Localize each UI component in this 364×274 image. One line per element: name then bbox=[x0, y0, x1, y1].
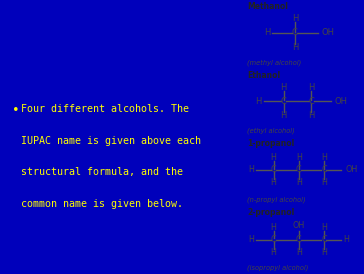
Text: H: H bbox=[321, 248, 327, 257]
Text: (ethyl alcohol): (ethyl alcohol) bbox=[247, 128, 295, 134]
Text: C: C bbox=[321, 235, 327, 244]
Text: C: C bbox=[296, 165, 301, 174]
Text: OH: OH bbox=[335, 97, 348, 106]
Text: H: H bbox=[248, 165, 254, 174]
Text: H: H bbox=[292, 43, 298, 52]
Text: Four different alcohols. The: Four different alcohols. The bbox=[21, 104, 189, 114]
Text: (methyl alcohol): (methyl alcohol) bbox=[247, 59, 301, 66]
Text: C: C bbox=[308, 97, 314, 106]
Text: C: C bbox=[321, 165, 327, 174]
Text: H: H bbox=[308, 83, 314, 92]
Text: OH: OH bbox=[321, 28, 334, 37]
Text: C: C bbox=[271, 165, 276, 174]
Text: H: H bbox=[296, 153, 302, 162]
Text: structural formula, and the: structural formula, and the bbox=[21, 167, 183, 177]
Text: Methanol: Methanol bbox=[247, 2, 288, 11]
Text: H: H bbox=[255, 97, 262, 106]
Text: H: H bbox=[296, 248, 302, 257]
Text: OH: OH bbox=[345, 165, 357, 174]
Text: H: H bbox=[296, 178, 302, 187]
Text: OH: OH bbox=[293, 221, 305, 230]
Text: Ethanol: Ethanol bbox=[247, 71, 280, 79]
Text: 1-propanol: 1-propanol bbox=[247, 139, 294, 148]
Text: (isopropyl alcohol): (isopropyl alcohol) bbox=[247, 265, 309, 271]
Text: 2-propanol: 2-propanol bbox=[247, 208, 294, 216]
Text: H: H bbox=[321, 153, 327, 162]
Text: C: C bbox=[271, 235, 276, 244]
Text: H: H bbox=[344, 235, 349, 244]
Text: H: H bbox=[321, 223, 327, 232]
Text: H: H bbox=[271, 223, 277, 232]
Text: H: H bbox=[248, 235, 254, 244]
Text: (n-propyl alcohol): (n-propyl alcohol) bbox=[247, 196, 306, 203]
Text: •: • bbox=[12, 104, 19, 117]
Text: common name is given below.: common name is given below. bbox=[21, 199, 183, 209]
Text: H: H bbox=[292, 14, 298, 23]
Text: H: H bbox=[280, 83, 287, 92]
Text: H: H bbox=[271, 153, 277, 162]
Text: C: C bbox=[296, 235, 301, 244]
Text: H: H bbox=[308, 111, 314, 120]
Text: H: H bbox=[264, 28, 270, 37]
Text: H: H bbox=[271, 248, 277, 257]
Text: H: H bbox=[280, 111, 287, 120]
Text: H: H bbox=[321, 178, 327, 187]
Text: IUPAC name is given above each: IUPAC name is given above each bbox=[21, 136, 201, 145]
Text: C: C bbox=[281, 97, 286, 106]
Text: C: C bbox=[292, 28, 298, 37]
Text: H: H bbox=[271, 178, 277, 187]
